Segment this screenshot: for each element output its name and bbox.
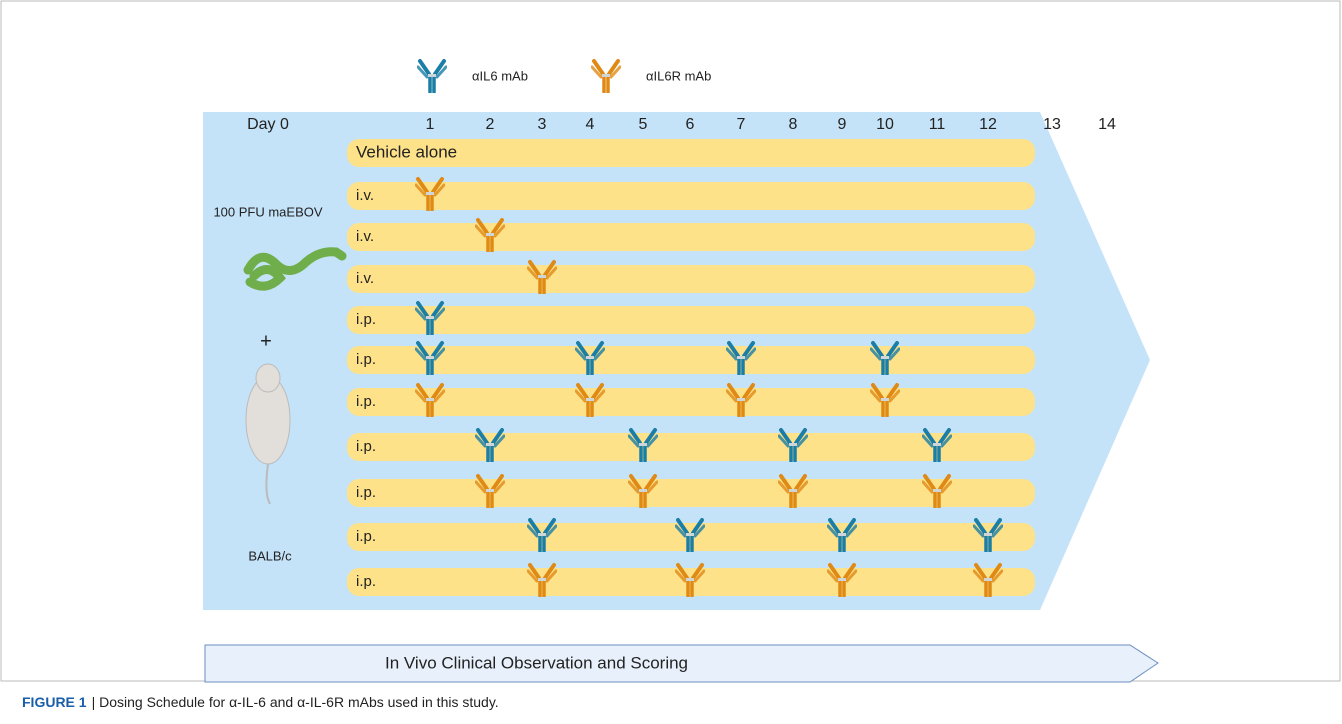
- row-label: i.p.: [356, 351, 376, 368]
- row-label: i.p.: [356, 573, 376, 590]
- day-label: 5: [639, 116, 648, 133]
- day-label: 9: [838, 116, 847, 133]
- row-bar: [347, 306, 1035, 334]
- day-label: 7: [737, 116, 746, 133]
- row-label: i.p.: [356, 484, 376, 501]
- caption-text: | Dosing Schedule for α-IL-6 and α-IL-6R…: [92, 694, 499, 710]
- caption: FIGURE 1 | Dosing Schedule for α-IL-6 and…: [22, 694, 499, 710]
- day-label: 6: [686, 116, 695, 133]
- row-bar: [347, 182, 1035, 210]
- day-label: 11: [929, 116, 946, 133]
- mouse-label: BALB/c: [248, 548, 292, 563]
- day-label: 14: [1098, 116, 1116, 133]
- day-label: 4: [586, 116, 595, 133]
- row-label: i.v.: [356, 187, 374, 204]
- row-label: i.p.: [356, 311, 376, 328]
- legend-label: αIL6R mAb: [646, 68, 711, 83]
- day-label: 3: [538, 116, 547, 133]
- day-label: 12: [979, 116, 997, 133]
- row-bar: [347, 265, 1035, 293]
- antibody-icon: [592, 61, 620, 92]
- row-label: i.p.: [356, 393, 376, 410]
- row-label: i.p.: [356, 528, 376, 545]
- row-label: Vehicle alone: [356, 142, 457, 161]
- legend-label: αIL6 mAb: [472, 68, 528, 83]
- row-label: i.p.: [356, 438, 376, 455]
- rows: Vehicle alone i.v. i.v. i.v. i.p. i.p. i.p. i.p…: [347, 139, 1035, 596]
- row-label: i.v.: [356, 228, 374, 245]
- day-label: 8: [789, 116, 798, 133]
- antibody-icon: [418, 61, 446, 92]
- row-label: i.v.: [356, 270, 374, 287]
- plus: +: [260, 330, 272, 352]
- caption-label: FIGURE 1: [22, 694, 87, 710]
- row-bar: [347, 346, 1035, 374]
- row-bar: [347, 388, 1035, 416]
- day-label: 10: [876, 116, 894, 133]
- day-label: 2: [486, 116, 495, 133]
- row-bar: [347, 223, 1035, 251]
- day-label: 13: [1043, 116, 1061, 133]
- day-label: 1: [426, 116, 435, 133]
- observation-label: In Vivo Clinical Observation and Scoring: [385, 653, 688, 672]
- day-label: Day 0: [247, 116, 289, 133]
- figure: Vehicle alone i.v. i.v. i.v. i.p. i.p. i.p. i.p…: [0, 0, 1342, 724]
- virus-label: 100 PFU maEBOV: [213, 204, 322, 219]
